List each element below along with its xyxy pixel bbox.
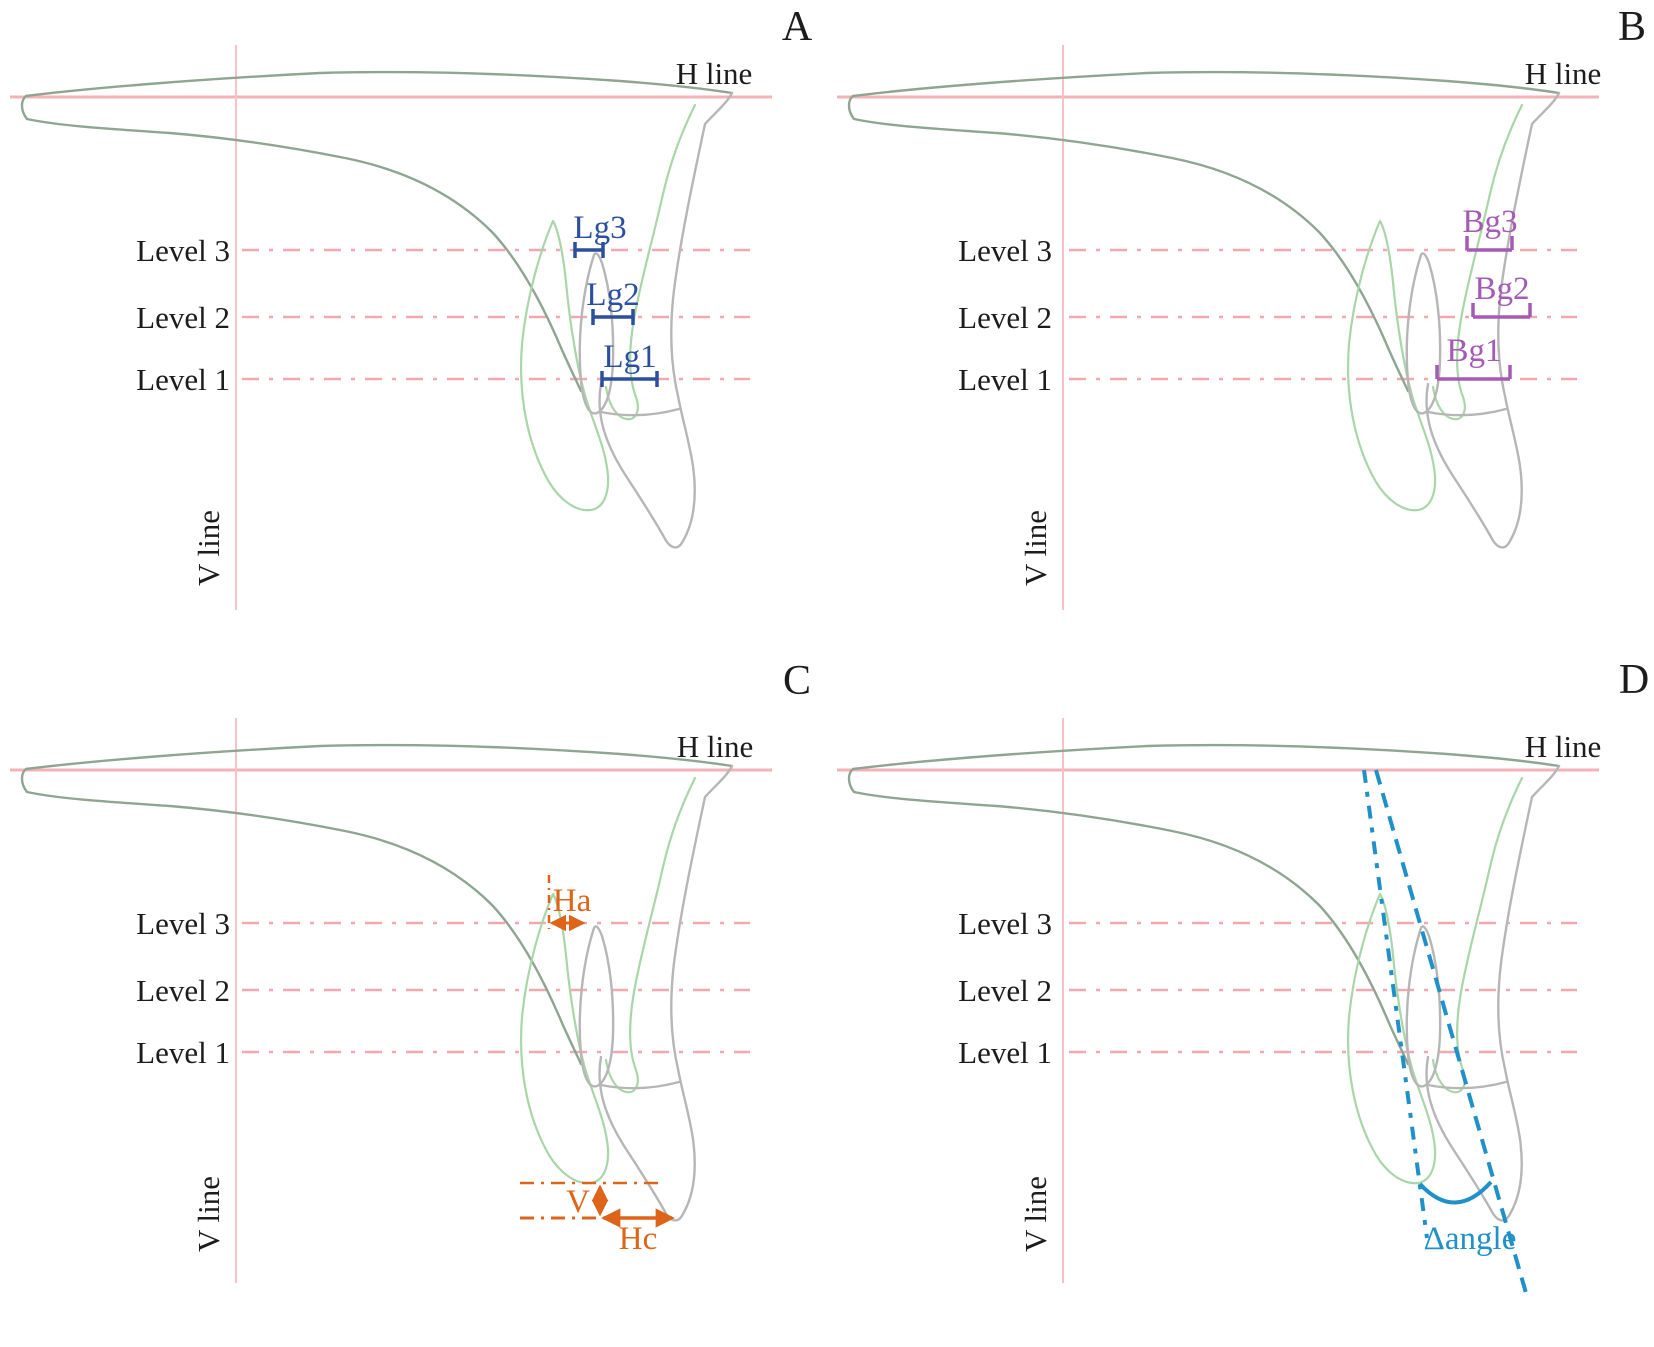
panel-letter: C	[783, 658, 811, 704]
ha-label: Ha	[553, 883, 592, 919]
lg2-label: Lg2	[586, 277, 639, 313]
v-line-label: V line	[1018, 1176, 1053, 1252]
panel-letter: B	[1618, 4, 1646, 50]
panel-a-annotations: Lg3 Lg2 Lg1	[573, 210, 659, 387]
v-line-label: V line	[191, 510, 226, 586]
angle-arc	[1418, 1180, 1493, 1205]
v-label: V	[566, 1184, 590, 1220]
h-line-label: H line	[1525, 729, 1602, 764]
h-line-label: H line	[1525, 56, 1602, 91]
level-2-label: Level 2	[958, 300, 1052, 335]
level-2-label: Level 2	[136, 300, 230, 335]
h-line-label: H line	[676, 56, 753, 91]
bg2-label: Bg2	[1474, 271, 1529, 307]
level-3-label: Level 3	[136, 233, 230, 268]
panel-d-labels: D H line V line Level 3 Level 2 Level 1	[958, 657, 1649, 1252]
level-3-label: Level 3	[136, 906, 230, 941]
bg1-label: Bg1	[1446, 333, 1501, 369]
hc-label: Hc	[619, 1221, 657, 1257]
level-2-label: Level 2	[958, 973, 1052, 1008]
lg3-label: Lg3	[573, 210, 626, 246]
level-3-label: Level 3	[958, 233, 1052, 268]
v-line-label: V line	[1018, 510, 1053, 586]
panel-b-labels: B H line V line Level 3 Level 2 Level 1	[958, 4, 1646, 586]
lg1-label: Lg1	[603, 339, 656, 375]
v-line-label: V line	[191, 1176, 226, 1252]
panel-letter: D	[1619, 657, 1649, 703]
level-1-label: Level 1	[136, 362, 230, 397]
level-1-label: Level 1	[958, 1035, 1052, 1070]
h-line-label: H line	[677, 729, 754, 764]
panel-d-annotations: Δangle	[1362, 769, 1530, 1301]
axis-line-post	[1374, 769, 1530, 1301]
panel-b-annotations: Bg3 Bg2 Bg1	[1435, 204, 1532, 381]
panel-a-labels: A H line V line Level 3 Level 2 Level 1	[136, 4, 813, 586]
level-1-label: Level 1	[136, 1035, 230, 1070]
bg3-label: Bg3	[1462, 204, 1517, 240]
axis-line-pre	[1362, 769, 1429, 1239]
level-2-label: Level 2	[136, 973, 230, 1008]
panel-letter: A	[782, 4, 813, 50]
panel-c-labels: C H line V line Level 3 Level 2 Level 1	[136, 658, 811, 1252]
delta-angle-label: Δangle	[1424, 1221, 1517, 1257]
level-3-label: Level 3	[958, 906, 1052, 941]
level-1-label: Level 1	[958, 362, 1052, 397]
panel-c-annotations: Ha V Hc	[520, 875, 675, 1257]
